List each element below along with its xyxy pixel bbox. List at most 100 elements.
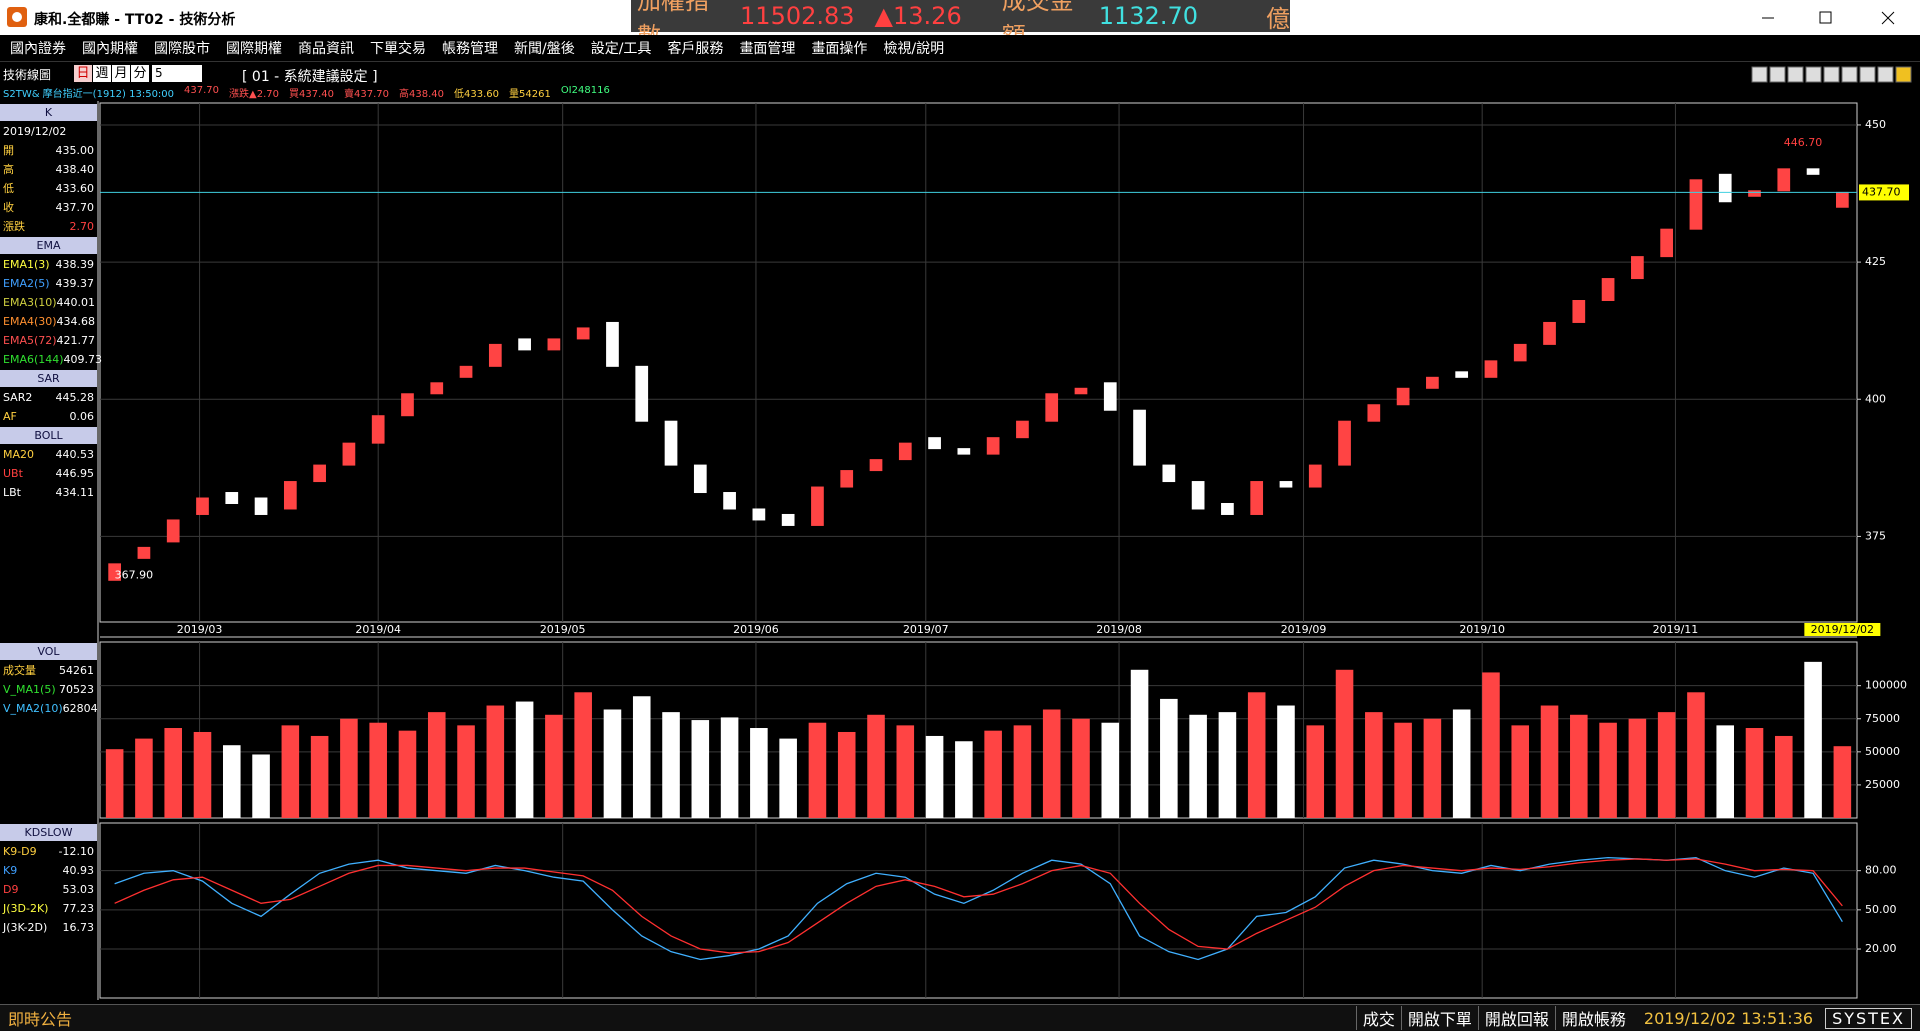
candle-body <box>1572 300 1586 323</box>
period-button[interactable]: 週 <box>93 65 111 82</box>
candle-body <box>898 442 912 461</box>
candle-body <box>313 464 326 483</box>
volume-bar <box>1365 712 1383 818</box>
status-button[interactable]: 開啟回報 <box>1477 1006 1555 1030</box>
indicator-value: 433.60 <box>55 182 95 195</box>
volume-bar <box>135 738 153 818</box>
menu-item[interactable]: 國際股市 <box>154 41 210 57</box>
volume-bar <box>1013 725 1032 818</box>
menu-item[interactable]: 設定/工具 <box>590 41 652 57</box>
candle-body <box>1806 168 1820 175</box>
indicator-label: 低 <box>3 182 14 195</box>
indicator-row: J(3D-2K) 77.23 <box>0 899 97 918</box>
menu-item[interactable]: 國際期權 <box>226 41 282 57</box>
menu-item[interactable]: 國內證券 <box>10 41 66 57</box>
panel-frame <box>99 102 1858 623</box>
candle-body <box>283 481 297 510</box>
price-annotation: 446.70 <box>1784 136 1823 149</box>
status-button[interactable]: 成交 <box>1355 1006 1401 1030</box>
menu-item[interactable]: 檢視/說明 <box>883 41 945 57</box>
menu-item[interactable]: 商品資訊 <box>298 41 354 57</box>
volume-bar <box>1101 722 1120 818</box>
indicator-value: 445.28 <box>55 391 95 404</box>
volume-bar <box>1511 725 1530 818</box>
x-tick-label: 2019/11 <box>1653 623 1699 636</box>
y-tick-label: 50000 <box>1865 745 1900 758</box>
quote-field: S2TW& 摩台指近一(1912) 13:50:00 <box>3 89 175 100</box>
menu-item[interactable]: 客戶服務 <box>667 41 724 57</box>
candle-body <box>1338 420 1351 466</box>
candle-body <box>1162 464 1176 483</box>
candle-body <box>811 486 824 526</box>
indicator-label: AF <box>3 410 17 423</box>
candle-body <box>752 508 766 521</box>
indicator-value: 421.77 <box>56 334 96 347</box>
price-annotation: 367.90 <box>115 568 153 581</box>
brand: SYSTEX <box>1825 1007 1912 1029</box>
indicator-value: 16.73 <box>62 921 95 934</box>
volume-bar <box>545 714 563 818</box>
indicator-line <box>114 856 1843 961</box>
indicator-label: EMA1(3) <box>3 258 50 271</box>
volume-bar <box>955 741 973 818</box>
menu-item[interactable]: 國內期權 <box>82 41 138 57</box>
volume-bar <box>281 725 300 818</box>
minute-select[interactable]: 5 <box>152 65 202 82</box>
candle-body <box>1543 321 1556 345</box>
volume-bar <box>691 720 710 818</box>
quote-field: OI248116 <box>560 85 610 96</box>
indicator-row: 開 435.00 <box>0 141 97 160</box>
notice-button[interactable]: 即時公告 <box>8 1010 73 1029</box>
candle-body <box>957 448 971 455</box>
period-button[interactable]: 日 <box>74 65 92 82</box>
volume-bar <box>340 718 358 818</box>
period-button[interactable]: 分 <box>131 65 149 82</box>
volume-bar <box>222 745 241 818</box>
quote-field: 量54261 <box>509 89 551 100</box>
menu-item[interactable]: 帳務管理 <box>442 41 498 57</box>
status-button[interactable]: 開啟下單 <box>1400 1006 1478 1030</box>
toolbar: 技術線圖 日週月分 5 [ 01 - 系統建議設定 ] S2TW& 摩台指近一(… <box>0 63 1920 101</box>
indicator-line <box>114 858 1843 954</box>
indicator-label: 收 <box>3 201 14 214</box>
menu-item[interactable]: 畫面操作 <box>811 41 868 57</box>
candle-body <box>1660 228 1674 258</box>
ticker-value: 1132.70 <box>1098 2 1198 30</box>
setting-label[interactable]: [ 01 - 系統建議設定 ] <box>242 69 378 85</box>
indicator-row: EMA5(72) 421.77 <box>0 331 97 350</box>
indicator-value: 435.00 <box>55 144 95 157</box>
menu-item[interactable]: 下單交易 <box>370 41 426 57</box>
indicator-value: 53.03 <box>62 883 95 896</box>
indicator-panel: KDSLOW K9-D9 -12.10 K9 40.93 D9 53.03 J(3D-2K) 7… <box>0 823 97 937</box>
ticker-unit: 億 <box>1266 4 1290 33</box>
candle-body <box>1016 420 1029 439</box>
quote-field: 437.70 <box>184 85 220 96</box>
x-tick-label: 2019/06 <box>733 623 779 636</box>
candle-body <box>635 365 649 422</box>
indicator-label: EMA2(5) <box>3 277 50 290</box>
quote-field: 賣437.70 <box>344 89 389 100</box>
window-controls[interactable] <box>1740 0 1920 35</box>
indicator-row: EMA1(3) 438.39 <box>0 255 97 274</box>
candle-body <box>1250 481 1264 515</box>
candle-body <box>1601 278 1615 302</box>
chart-tool-icons[interactable] <box>1750 66 1920 84</box>
candle-body <box>1308 464 1322 488</box>
status-bar: 即時公告 成交 開啟下單 開啟回報 開啟帳務 2019/12/02 13:51:36 … <box>0 1004 1920 1031</box>
indicator-label: UBt <box>3 467 23 480</box>
date-highlight <box>1804 623 1881 636</box>
candle-body <box>342 442 356 466</box>
indicator-label: V_MA2(10) <box>3 702 63 715</box>
candle-body <box>986 437 1000 455</box>
status-button[interactable]: 開啟帳務 <box>1554 1006 1632 1030</box>
candle-body <box>401 393 414 417</box>
indicator-row: K9-D9 -12.10 <box>0 842 97 861</box>
quote-info-line: S2TW& 摩台指近一(1912) 13:50:00 437.70 漲跌▲2.70 買… <box>3 85 610 100</box>
indicator-label: EMA4(30) <box>3 315 57 328</box>
menu-item[interactable]: 新聞/盤後 <box>514 41 575 57</box>
period-button[interactable]: 月 <box>112 65 130 82</box>
y-tick-label: 375 <box>1865 529 1886 542</box>
menu-item[interactable]: 畫面管理 <box>739 41 796 57</box>
y-tick-label: 25000 <box>1865 778 1900 791</box>
volume-bar <box>750 728 768 818</box>
